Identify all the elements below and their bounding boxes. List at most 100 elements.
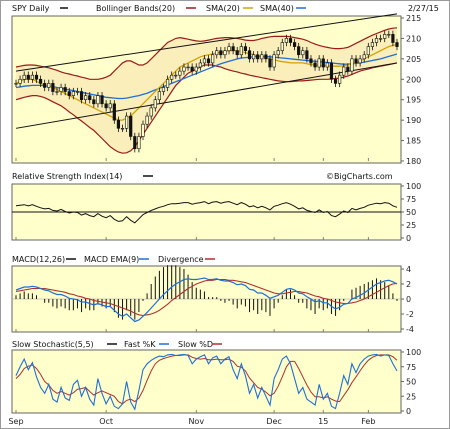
macd-axis: 4 2 0 -2 -4 [401,265,414,334]
rsi-y-tick-label: 100 [406,182,421,191]
candle-body [153,99,157,109]
candle-body [354,58,358,64]
stochastic-panel: Slow Stochastic(5,5) Fast %K Slow %D 100… [11,340,421,416]
legend-fast-k: Fast %K [124,340,156,349]
candle-body [14,83,18,85]
candle-body [256,54,260,60]
candle-body [34,74,39,80]
candle-body [227,46,231,51]
legend-macd: MACD(12,26) [12,255,65,264]
legend-divergence: Divergence [158,255,204,264]
x-tick-label: 15 [318,417,328,426]
candle-body [67,91,71,96]
candle-body [391,34,395,43]
candle-body [395,42,399,47]
candle-body [280,42,284,51]
price-y-tick-label: 185 [406,137,421,146]
candle-body [182,66,186,72]
candle-body [325,62,329,68]
x-tick-label: Sep [8,417,23,426]
series-macd [15,277,398,323]
macd-y-tick-label: 4 [406,265,411,274]
candle-body [215,50,219,56]
candle-body [219,50,223,56]
candle-body [264,54,268,60]
legend-spy-daily: SPY Daily [12,4,50,13]
rsi-y-tick-label: 0 [406,234,411,243]
legend-sma20: SMA(20) [206,4,240,13]
trendline-0 [15,13,398,72]
macd-y-tick-label: -4 [406,325,414,334]
price-y-tick-label: 215 [406,14,421,23]
candle-body [321,58,325,68]
candle-body [350,58,354,72]
series-sma40 [15,53,398,100]
stoch-y-tick-label: 100 [406,348,421,357]
candle-body [116,119,121,129]
candle-body [284,38,288,43]
candle-body [292,42,297,47]
candle-body [247,50,252,60]
candle-body [79,91,84,101]
legend-bollinger: Bollinger Bands(20) [96,4,175,13]
candle-body [342,66,346,76]
candle-body [198,62,202,68]
candle-body [346,66,350,72]
price-panel: SPY Daily Bollinger Bands(20) SMA(20) SM… [11,4,439,166]
macd-y-tick-label: -2 [406,310,414,319]
candle-body [26,74,30,80]
series-rsi [15,201,398,224]
candle-body [288,38,293,43]
candle-body [370,42,375,47]
trendline-1 [15,62,398,129]
candle-body [366,46,370,56]
candle-body [43,83,47,88]
rsi-panel: Relative Strength Index(14) ©BigCharts.c… [11,172,421,243]
candle-body [100,95,104,105]
macd-plot [12,265,401,323]
candle-body [272,54,276,68]
candle-body [38,78,43,84]
candle-body [161,87,166,92]
watermark: ©BigCharts.com [326,172,393,181]
series-bollinger-lower [15,62,398,154]
candle-body [112,103,116,121]
candle-body [358,58,362,64]
candle-body [276,50,280,56]
candle-body [22,74,26,80]
candle-body [47,83,51,88]
series-macd-ema [15,278,398,317]
candle-body [211,54,215,64]
price-y-tick-label: 190 [406,116,421,125]
price-plot [14,13,399,154]
candle-body [239,46,243,56]
candle-body [243,46,248,51]
candle-body [329,62,334,80]
series-fast-k [15,353,398,411]
candle-body [88,95,92,101]
legend-slow-d: Slow %D [178,340,213,349]
candle-body [235,50,239,56]
candle-body [374,38,379,43]
macd-y-tick-label: 2 [406,280,411,289]
price-y-tick-label: 210 [406,34,421,43]
candle-body [63,87,67,92]
candle-body [231,46,235,51]
candle-body [387,34,391,36]
rsi-y-tick-label: 25 [406,221,416,230]
candle-body [129,115,133,137]
candle-body [137,136,141,150]
series-sma20 [15,43,398,121]
chart-date: 2/27/15 [408,4,439,13]
stoch-y-tick-label: 0 [406,407,411,416]
candle-body [297,46,301,56]
candle-body [104,103,108,109]
candle-body [174,74,178,77]
candle-body [165,78,170,88]
candle-body [92,99,96,105]
candle-body [75,91,80,93]
price-y-tick-label: 180 [406,157,421,166]
candle-body [190,66,194,72]
stoch-y-tick-label: 25 [406,392,416,401]
